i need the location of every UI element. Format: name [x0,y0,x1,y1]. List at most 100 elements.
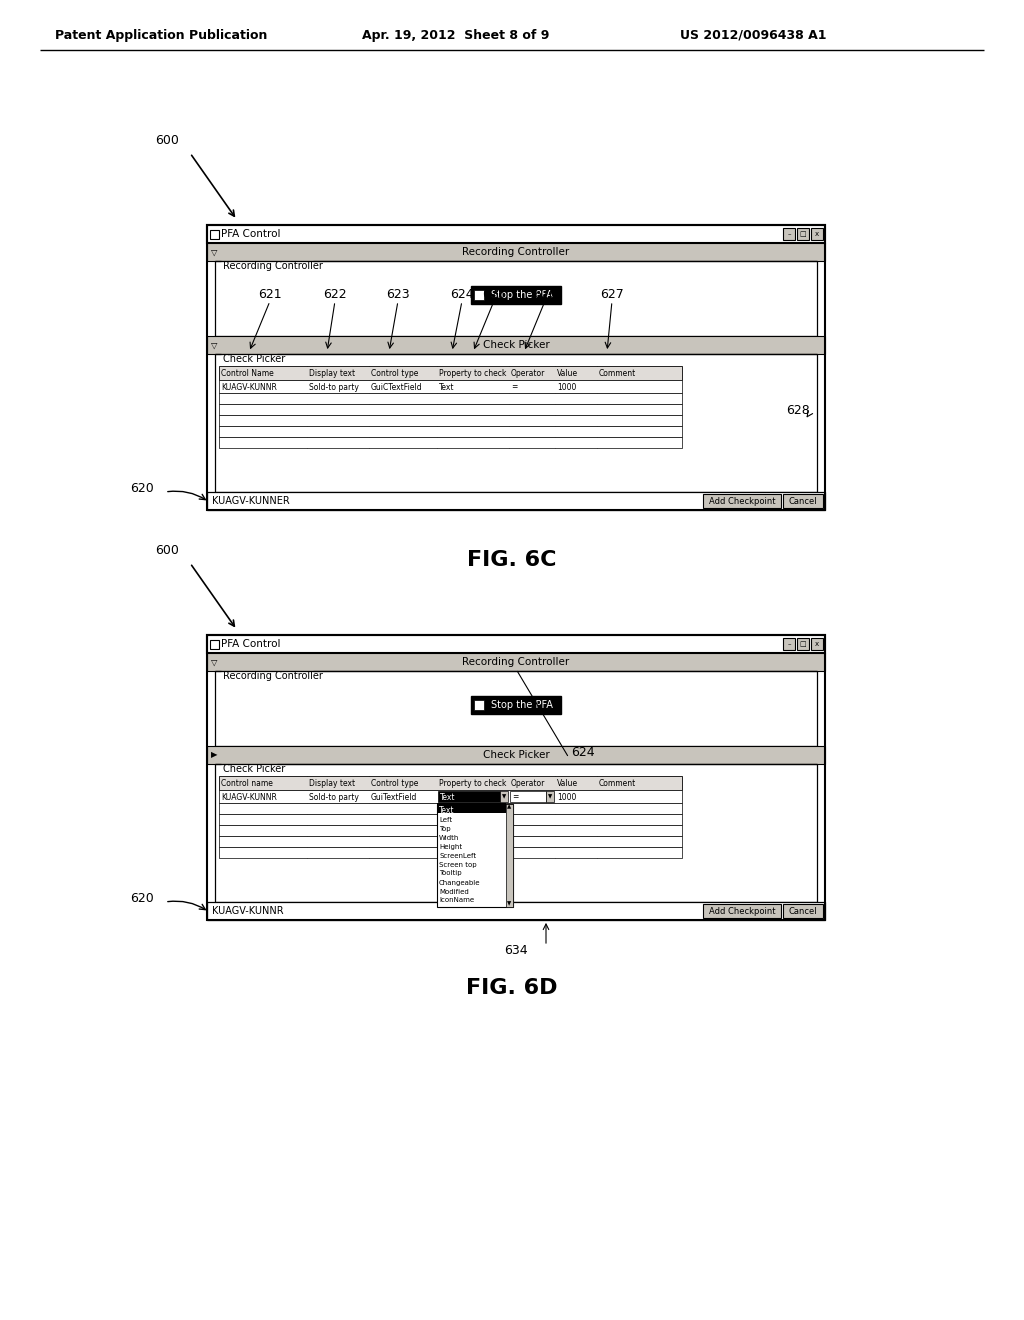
Text: Sold-to party: Sold-to party [309,383,358,392]
Text: Changeable: Changeable [439,879,480,886]
Text: □: □ [800,642,806,647]
Text: GuiTextField: GuiTextField [371,792,418,801]
Bar [474,700,484,710]
Bar [474,290,484,300]
Text: 620: 620 [130,482,154,495]
Text: 600: 600 [155,544,179,557]
Bar [215,354,817,492]
Text: –: – [787,231,791,238]
Text: 623: 623 [386,288,410,301]
Text: ▼: ▼ [548,795,552,800]
Bar [215,764,817,902]
Bar [783,904,823,917]
Bar [703,904,781,917]
Text: PFA Control: PFA Control [221,639,281,649]
Text: ▽: ▽ [211,341,217,350]
Bar [207,902,825,920]
Text: Operator: Operator [511,368,546,378]
Text: ▼: ▼ [507,902,511,907]
Text: US 2012/0096438 A1: US 2012/0096438 A1 [680,29,826,41]
Bar [210,640,219,649]
Text: Text: Text [440,792,456,801]
Text: Control Name: Control Name [221,368,273,378]
Text: KUAGV-KUNNR: KUAGV-KUNNR [221,383,276,392]
Text: Modified: Modified [439,888,469,895]
Bar [219,789,682,803]
Bar [219,437,682,447]
Bar [510,791,546,803]
Text: Patent Application Publication: Patent Application Publication [55,29,267,41]
Bar [210,230,219,239]
Text: 1000: 1000 [557,792,577,801]
Bar [437,803,506,813]
Text: ▲: ▲ [507,804,511,809]
Text: 634: 634 [504,944,527,957]
Bar [506,804,513,907]
Text: =: = [512,792,518,801]
Bar [783,638,795,649]
Text: Tooltip: Tooltip [439,870,462,876]
Text: Text: Text [439,807,455,814]
Bar [219,814,682,825]
Text: Left: Left [439,817,453,822]
Text: Control type: Control type [371,368,419,378]
Text: ▶: ▶ [211,751,217,759]
Text: 1000: 1000 [557,383,577,392]
Text: Value: Value [557,779,579,788]
Bar [207,337,825,354]
Bar [219,366,682,380]
Bar [471,286,561,304]
Text: KUAGV-KUNNR: KUAGV-KUNNR [212,906,284,916]
Bar [783,494,823,508]
Text: x: x [815,231,819,238]
Bar [207,653,825,671]
Text: Width: Width [439,834,460,841]
Bar [437,804,513,907]
Text: KUAGV-KUNNER: KUAGV-KUNNER [212,496,290,506]
Text: ▽: ▽ [211,248,217,256]
Text: □: □ [800,231,806,238]
Bar [219,404,682,414]
Bar [219,836,682,847]
Bar [219,847,682,858]
Text: Screen top: Screen top [439,862,476,867]
Text: Recording Controller: Recording Controller [463,247,569,257]
Text: x: x [815,642,819,647]
Bar [783,228,795,240]
Text: Value: Value [557,368,579,378]
Text: Check Picker: Check Picker [482,750,549,760]
Bar [546,791,554,803]
Text: Recording Controller: Recording Controller [223,261,323,271]
Bar [207,635,825,920]
Text: Comment: Comment [599,779,636,788]
Text: Recording Controller: Recording Controller [463,657,569,667]
Text: Top: Top [439,825,451,832]
Text: FIG. 6D: FIG. 6D [466,978,558,998]
Bar [207,746,825,764]
Text: Display text: Display text [309,368,355,378]
Text: IconName: IconName [439,898,474,903]
Text: Recording Controller: Recording Controller [223,671,323,681]
Bar [438,791,500,803]
Text: Text: Text [439,383,455,392]
Text: 625: 625 [482,288,506,301]
Bar [471,696,561,714]
Bar [703,494,781,508]
Text: 624: 624 [571,747,595,759]
Text: GuiCTextField: GuiCTextField [371,383,423,392]
Text: ▼: ▼ [502,795,506,800]
Bar [219,393,682,404]
Bar [207,224,825,243]
Text: ▽: ▽ [211,657,217,667]
Bar [207,243,825,261]
Bar [797,228,809,240]
Text: 620: 620 [130,891,154,904]
Text: PFA Control: PFA Control [221,228,281,239]
Text: 622: 622 [324,288,347,301]
Text: 600: 600 [155,133,179,147]
Bar [219,825,682,836]
Text: 627: 627 [600,288,624,301]
Bar [207,224,825,510]
Bar [811,228,823,240]
Text: Add Checkpoint: Add Checkpoint [709,907,775,916]
